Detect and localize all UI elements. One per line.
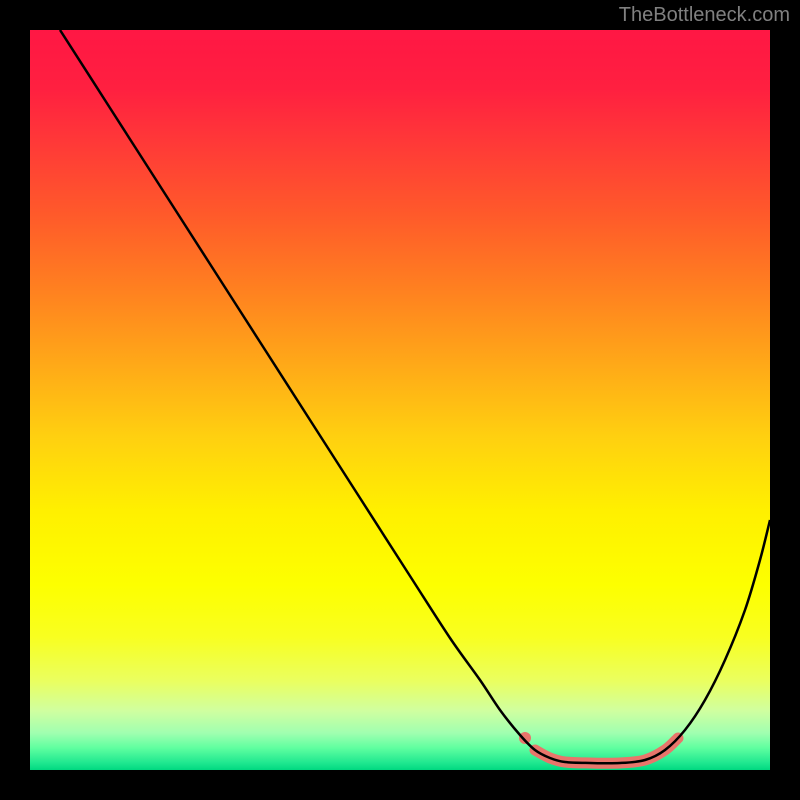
chart-curves [30,30,770,770]
bottleneck-curve [60,30,770,763]
watermark-text: TheBottleneck.com [619,4,790,27]
bottleneck-chart [30,30,770,770]
